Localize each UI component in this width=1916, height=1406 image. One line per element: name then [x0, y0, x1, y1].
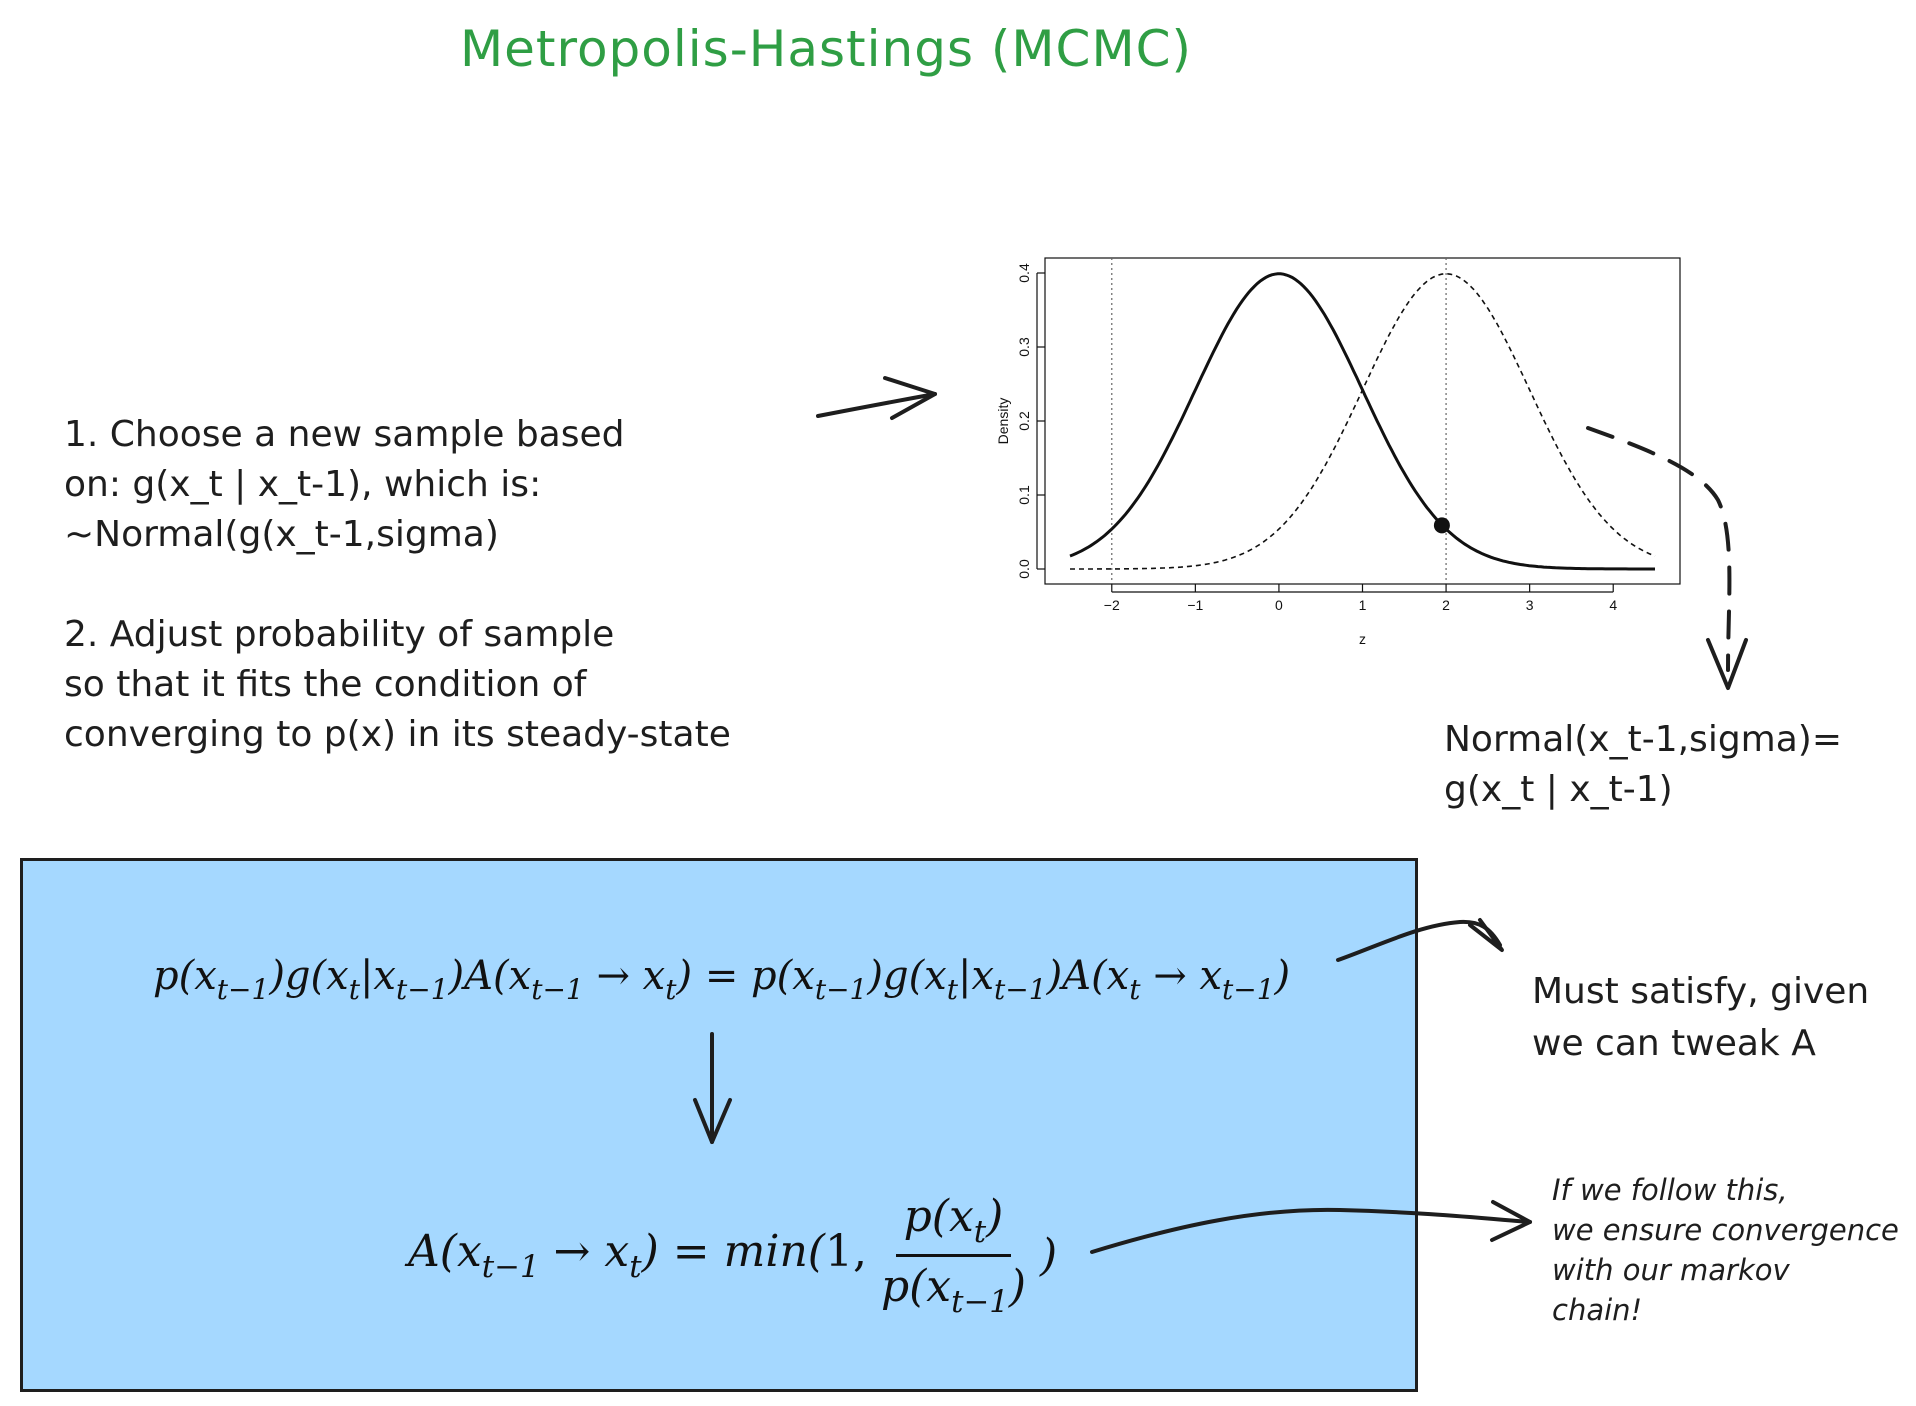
step2-note: 2. Adjust probability of sample so that … — [64, 610, 731, 760]
plot-frame — [1044, 257, 1681, 585]
y-tick-label: 0.1 — [1016, 485, 1032, 505]
x-tick-label: −1 — [1187, 597, 1203, 613]
convergence-line: with our markov — [1552, 1253, 1790, 1287]
satisfy-note: Must satisfy, given we can tweak A — [1532, 966, 1869, 1070]
x-tick-label: 3 — [1526, 597, 1534, 613]
satisfy-line: Must satisfy, given — [1532, 971, 1870, 1012]
convergence-line: If we follow this, — [1552, 1173, 1788, 1207]
convergence-line: chain! — [1552, 1293, 1643, 1327]
y-axis-label: Density — [995, 398, 1011, 445]
x-axis-label: z — [1359, 631, 1366, 647]
density-chart: −2 −1 0 1 2 3 4 0.0 0.1 0.2 0.3 0.4 z Density — [995, 257, 1681, 647]
step2-line: converging to p(x) in its steady-state — [64, 714, 731, 755]
proposal-line: g(x_t | x_t-1) — [1444, 769, 1673, 810]
proposal-line: Normal(x_t-1,sigma)= — [1444, 719, 1843, 760]
acceptance-ratio: p(xt) p(xt−1) — [880, 1191, 1027, 1320]
y-tick-label: 0.3 — [1016, 337, 1032, 357]
y-tick-label: 0.0 — [1016, 559, 1032, 579]
step1-line: 1. Choose a new sample based — [64, 414, 625, 455]
x-tick-label: 0 — [1275, 597, 1283, 613]
proposal-density-curve — [1070, 273, 1656, 570]
step2-line: 2. Adjust probability of sample — [64, 614, 615, 655]
arrow-to-chart-icon — [816, 376, 937, 420]
page-title: Metropolis-Hastings (MCMC) — [460, 20, 1193, 78]
x-tick-label: −2 — [1104, 597, 1120, 613]
current-sample-point — [1433, 517, 1450, 534]
target-density-curve — [1069, 272, 1655, 571]
y-tick-label: 0.2 — [1016, 411, 1032, 431]
x-tick-label: 1 — [1359, 597, 1367, 613]
formula-box: p(xt−1)g(xt|xt−1)A(xt−1 → xt) = p(xt−1)g… — [20, 858, 1418, 1392]
proposal-distribution-note: Normal(x_t-1,sigma)= g(x_t | x_t-1) — [1444, 715, 1842, 815]
step1-line: on: g(x_t | x_t-1), which is: — [64, 464, 542, 505]
convergence-line: we ensure convergence — [1552, 1213, 1899, 1247]
detailed-balance-equation: p(xt−1)g(xt|xt−1)A(xt−1 → xt) = p(xt−1)g… — [153, 953, 1291, 1006]
acceptance-equation: A(xt−1 → xt) = min(1, p(xt) p(xt−1) ) — [408, 1191, 1058, 1320]
convergence-note: If we follow this, we ensure convergence… — [1552, 1170, 1899, 1330]
satisfy-line: we can tweak A — [1532, 1023, 1816, 1064]
step1-note: 1. Choose a new sample based on: g(x_t |… — [64, 410, 625, 560]
step1-line: ~Normal(g(x_t-1,sigma) — [64, 514, 499, 555]
step2-line: so that it fits the condition of — [64, 664, 587, 705]
x-tick-label: 4 — [1609, 597, 1617, 613]
y-tick-label: 0.4 — [1016, 263, 1032, 283]
x-tick-label: 2 — [1442, 597, 1450, 613]
